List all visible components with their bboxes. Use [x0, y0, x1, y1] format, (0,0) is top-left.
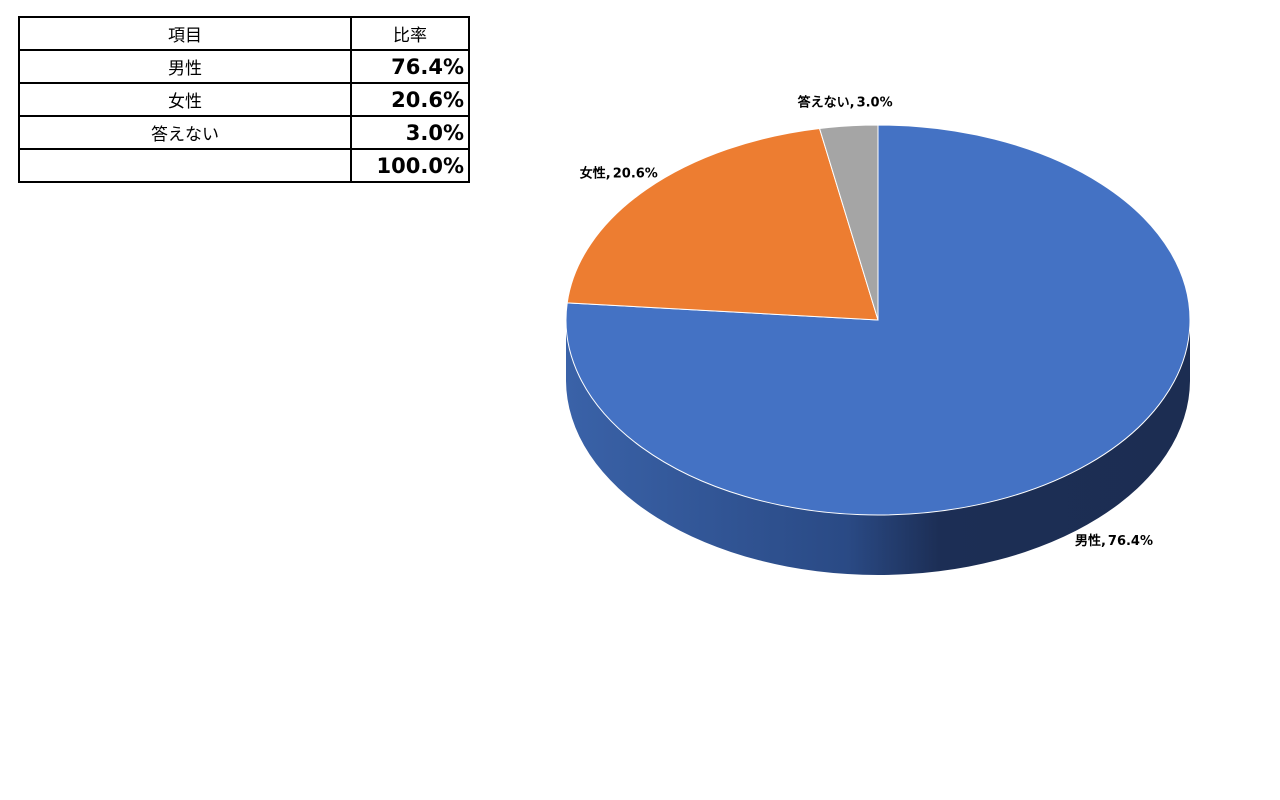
table-header: 項目 比率	[18, 16, 470, 51]
label-value: 3.0%	[857, 95, 893, 110]
table-cell: 女性	[18, 82, 352, 117]
data-label: 答えない, 3.0%	[798, 94, 893, 110]
label-separator: ,	[850, 95, 855, 110]
slice	[818, 124, 879, 321]
label-value: 20.6%	[613, 166, 658, 181]
data-label: 女性, 20.6%	[580, 165, 658, 181]
label-separator: ,	[606, 166, 611, 181]
label-category: 答えない	[798, 94, 850, 110]
data-table: 項目 比率 男性 76.4% 女性 20.6% 答えない 3.0% 100.0%	[18, 16, 470, 183]
table-cell: 100.0%	[350, 148, 470, 183]
label-separator: ,	[1101, 534, 1106, 549]
table-total-row: 100.0%	[18, 148, 470, 183]
table-row: 女性 20.6%	[18, 82, 470, 117]
table-row: 答えない 3.0%	[18, 115, 470, 150]
table-cell: 答えない	[18, 115, 352, 150]
table-cell: 3.0%	[350, 115, 470, 150]
label-category: 女性	[580, 165, 606, 181]
header-cell: 項目	[18, 16, 352, 51]
slice	[566, 127, 879, 321]
table-row: 男性 76.4%	[18, 49, 470, 84]
table-cell	[18, 148, 352, 183]
table-cell: 男性	[18, 49, 352, 84]
slice	[565, 124, 1191, 516]
table-cell: 76.4%	[350, 49, 470, 84]
table-cell: 20.6%	[350, 82, 470, 117]
slice-side	[566, 320, 1190, 575]
header-cell: 比率	[350, 16, 470, 51]
data-label: 男性, 76.4%	[1075, 533, 1153, 549]
label-category: 男性	[1075, 533, 1101, 549]
label-value: 76.4%	[1108, 534, 1153, 549]
